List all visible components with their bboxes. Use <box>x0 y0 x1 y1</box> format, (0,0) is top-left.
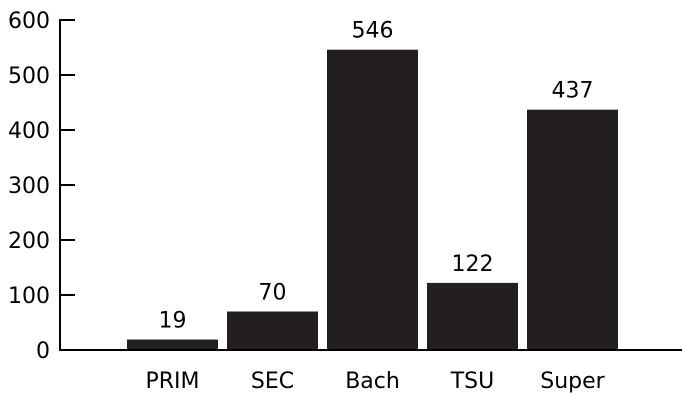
y-axis: 0 100 200 300 400 500 600 <box>8 9 75 364</box>
bar-tsu <box>427 282 518 350</box>
bar-prim <box>127 339 218 350</box>
data-label-super: 437 <box>552 79 594 104</box>
x-axis: PRIM SEC Bach TSU Super <box>60 349 682 393</box>
category-label-tsu: TSU <box>450 369 495 393</box>
category-label-sec: SEC <box>251 369 294 393</box>
y-tick-label: 400 <box>8 119 50 144</box>
y-tick-label: 300 <box>8 174 50 199</box>
bars <box>127 49 618 351</box>
y-tick-label: 600 <box>8 9 50 34</box>
data-label-tsu: 122 <box>452 252 494 277</box>
data-label-prim: 19 <box>159 309 187 334</box>
y-tick-label: 0 <box>36 339 50 364</box>
category-label-bach: Bach <box>345 369 400 393</box>
category-label-prim: PRIM <box>145 369 199 393</box>
data-label-sec: 70 <box>259 281 287 306</box>
bar-sec <box>227 311 318 350</box>
y-tick-label: 100 <box>8 284 50 309</box>
y-tick-label: 200 <box>8 229 50 254</box>
y-tick-label: 500 <box>8 64 50 89</box>
data-label-bach: 546 <box>352 19 394 44</box>
bar-bach <box>327 49 418 350</box>
bar-super <box>527 109 618 351</box>
category-label-super: Super <box>540 369 605 393</box>
data-labels: 19 70 546 122 437 <box>159 19 594 334</box>
